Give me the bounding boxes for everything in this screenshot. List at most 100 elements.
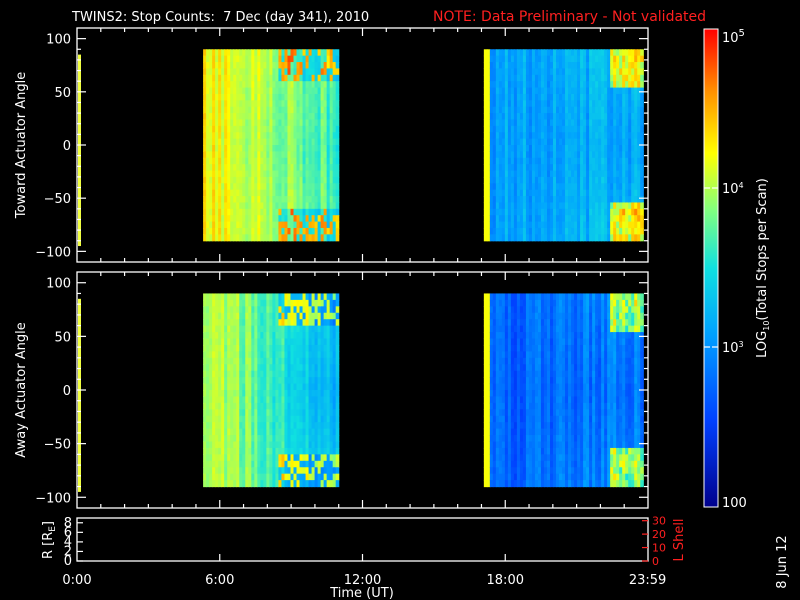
heat-cell: [206, 151, 210, 159]
heat-cell: [311, 125, 316, 133]
heat-cell: [290, 74, 295, 82]
heat-cell: [314, 377, 319, 385]
heat-cell: [595, 189, 599, 197]
heat-cell: [577, 234, 581, 242]
heat-cell: [528, 87, 533, 95]
heat-cell: [522, 293, 527, 301]
heat-cell: [224, 49, 228, 57]
heat-cell: [326, 390, 331, 398]
heat-cell: [284, 189, 289, 197]
heat-cell: [209, 145, 213, 152]
heat-cell: [302, 215, 307, 223]
heat-cell: [248, 68, 252, 76]
heat-cell: [335, 55, 340, 63]
heat-cell: [543, 422, 548, 430]
heat-cell: [528, 49, 533, 57]
heat-cell: [332, 454, 337, 462]
heat-cell: [257, 390, 261, 398]
heat-cell: [634, 68, 638, 76]
heat-cell: [595, 164, 599, 172]
heat-cell: [586, 196, 590, 204]
heat-cell: [209, 202, 213, 210]
heat-cell: [266, 227, 270, 235]
heat-cell: [534, 189, 539, 197]
heat-cell: [550, 132, 554, 140]
heat-cell: [227, 435, 231, 443]
heat-cell: [534, 325, 539, 333]
heat-cell: [607, 132, 611, 140]
heat-cell: [495, 93, 500, 101]
heat-cell: [483, 145, 488, 152]
heat-cell: [215, 396, 219, 404]
heat-cell: [242, 370, 246, 378]
heat-cell: [239, 81, 243, 89]
heat-cell: [589, 164, 593, 172]
heat-cell: [625, 176, 629, 184]
heat-cell: [230, 157, 234, 165]
heat-cell: [233, 62, 237, 70]
heat-cell: [559, 202, 563, 210]
heat-cell: [616, 196, 620, 204]
heat-cell: [531, 138, 536, 146]
heat-cell: [574, 55, 578, 63]
heat-cell: [272, 383, 277, 391]
heat-cell: [498, 74, 503, 82]
heat-cell: [326, 402, 331, 410]
heat-cell: [562, 234, 566, 242]
heat-cell: [577, 145, 581, 152]
heat-cell: [260, 100, 264, 108]
heat-cell: [302, 390, 307, 398]
heat-cell: [586, 68, 590, 76]
heat-cell: [224, 125, 228, 133]
heat-cell: [332, 221, 337, 229]
heat-cell: [233, 87, 237, 95]
heat-cell: [284, 151, 289, 159]
heat-cell: [320, 344, 325, 352]
heat-cell: [553, 49, 557, 57]
heat-cell: [513, 312, 518, 320]
heat-cell: [227, 415, 231, 423]
heat-cell: [218, 435, 222, 443]
heat-cell: [308, 332, 313, 340]
heat-cell: [293, 306, 298, 314]
heat-cell: [215, 460, 219, 468]
heat-cell: [251, 306, 255, 314]
heat-cell: [586, 138, 590, 146]
heat-cell: [275, 351, 280, 359]
heat-cell: [299, 157, 304, 165]
heat-cell: [525, 125, 530, 133]
heat-cell: [571, 100, 575, 108]
heat-cell: [272, 396, 277, 404]
heat-cell: [495, 132, 500, 140]
heat-cell: [492, 435, 497, 443]
heat-cell: [634, 132, 638, 140]
heat-cell: [218, 325, 222, 333]
heat-cell: [486, 62, 491, 70]
heat-cell: [317, 332, 322, 340]
heat-cell: [311, 93, 316, 101]
heat-cell: [634, 202, 638, 210]
heat-cell: [218, 480, 222, 488]
heat-cell: [510, 390, 515, 398]
heat-cell: [206, 183, 210, 191]
heat-cell: [311, 151, 316, 159]
heat-cell: [209, 422, 213, 430]
heat-cell: [483, 332, 488, 340]
heat-cell: [326, 215, 331, 223]
heat-cell: [613, 176, 617, 184]
heat-cell: [290, 306, 295, 314]
heat-cell: [287, 164, 292, 172]
heat-cell: [308, 151, 313, 159]
heat-cell: [254, 370, 258, 378]
heat-cell: [525, 119, 530, 127]
heat-cell: [601, 125, 605, 133]
heat-cell: [501, 208, 506, 216]
heat-cell: [227, 351, 231, 359]
heat-cell: [589, 189, 593, 197]
heat-cell: [266, 93, 270, 101]
heat-cell: [227, 390, 231, 398]
heat-cell: [284, 402, 289, 410]
heat-cell: [314, 473, 319, 481]
heat-cell: [604, 151, 608, 159]
heat-cell: [239, 176, 243, 184]
